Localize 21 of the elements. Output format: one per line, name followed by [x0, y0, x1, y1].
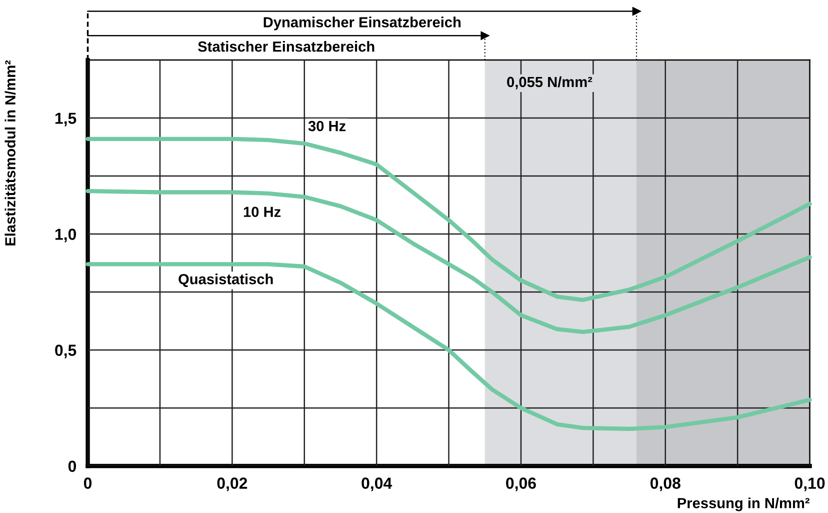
- band-label: 0,055 N/mm²: [507, 76, 592, 90]
- y-tick-label: 0: [68, 460, 76, 472]
- series-label: 30 Hz: [308, 120, 346, 132]
- x-tick-label: 0,02: [217, 478, 248, 492]
- x-tick-label: 0,04: [362, 478, 392, 492]
- series-label: Quasistatisch: [178, 274, 273, 288]
- line-series: [86, 262, 812, 431]
- x-tick-label: 0,08: [650, 478, 680, 492]
- text: Statischer Einsatzbereich: [198, 41, 374, 52]
- y-tick-label: 1,5: [55, 112, 76, 126]
- line-series: [86, 136, 812, 302]
- x-tick-label: 0,10: [794, 478, 825, 492]
- x-tick-label: 0,06: [506, 478, 536, 492]
- y-axis-title: Elastizitätsmodul in N/mm²: [4, 60, 16, 246]
- x-axis-title: Pressung in N/mm²: [678, 498, 810, 512]
- y-tick-label: 1,0: [55, 228, 76, 242]
- line-series: [86, 189, 812, 334]
- series-label: 10 Hz: [244, 206, 281, 218]
- x-tick-label: 0: [84, 478, 92, 489]
- y-tick-label: 0,5: [55, 344, 76, 358]
- text: Dynamischer Einsatzbereich: [264, 16, 461, 30]
